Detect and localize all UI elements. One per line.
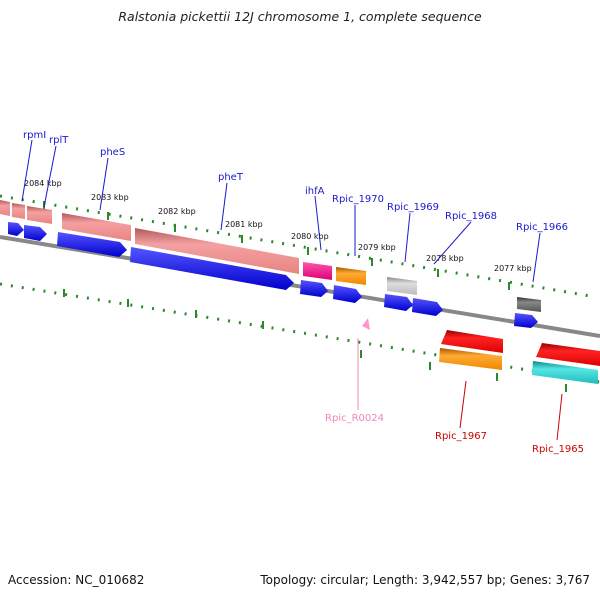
- scale-labels: 2084 kbp 2083 kbp 2082 kbp 2081 kbp 2080…: [24, 179, 532, 273]
- rplT-gene: [27, 206, 52, 224]
- cds-arrow: [24, 225, 47, 241]
- rrna-block: [0, 200, 10, 216]
- Rpic_1965-gene: [536, 343, 600, 366]
- cds-arrow: [333, 285, 362, 303]
- Rpic_1970-gene: [336, 267, 366, 285]
- pheS-gene: [62, 213, 131, 241]
- trna-marker: [362, 318, 370, 330]
- Rpic_1967-gene: [441, 330, 503, 353]
- map-title: Ralstonia pickettii 12J chromosome 1, co…: [118, 9, 482, 24]
- gene-label-pheS: pheS: [100, 147, 125, 158]
- major-ticks: [43, 201, 567, 392]
- scale-label: 2084 kbp: [24, 179, 62, 188]
- scale-label: 2080 kbp: [291, 232, 329, 241]
- rpmI-gene: [12, 203, 25, 219]
- gene-label-Rpic_1966: Rpic_1966: [516, 222, 568, 233]
- gene-label-Rpic_1970: Rpic_1970: [332, 194, 384, 205]
- gene-label-Rpic_1967: Rpic_1967: [435, 431, 487, 442]
- cds-arrow: [8, 222, 24, 236]
- cds-arrow: [57, 232, 127, 257]
- label-leaders: [21, 139, 541, 283]
- Rpic_1967-gene-b: [439, 348, 502, 370]
- gene-label-rpmI: rpmI: [23, 130, 46, 141]
- cds-arrow: [412, 298, 443, 316]
- forward-gene-labels: rpmI rplT pheS pheT ihfA Rpic_1970 Rpic_…: [23, 130, 568, 233]
- cds-arrow: [384, 294, 413, 311]
- forward-features: [0, 200, 541, 312]
- scale-label: 2081 kbp: [225, 220, 263, 229]
- gene-label-Rpic_1965: Rpic_1965: [532, 444, 584, 455]
- pheT-gene: [135, 228, 299, 274]
- cds-arrow: [514, 313, 538, 328]
- gene-label-rplT: rplT: [49, 135, 69, 146]
- Rpic_1969-gene: [387, 277, 417, 295]
- gene-label-Rpic_1969: Rpic_1969: [387, 202, 439, 213]
- reverse-label-leaders: [357, 338, 563, 441]
- scale-label: 2083 kbp: [91, 193, 129, 202]
- gene-label-ihfA: ihfA: [305, 186, 325, 197]
- accession-text: Accession: NC_010682: [8, 573, 145, 587]
- reverse-gene-labels: Rpic_R0024 Rpic_1967 Rpic_1965: [325, 413, 584, 455]
- scale-label: 2082 kbp: [158, 207, 196, 216]
- topology-text: Topology: circular; Length: 3,942,557 bp…: [260, 573, 590, 587]
- ihfA-gene: [303, 262, 332, 280]
- Rpic_1966-gene: [517, 297, 541, 312]
- gene-label-Rpic_1968: Rpic_1968: [445, 211, 497, 222]
- reverse-scale-track: [0, 282, 600, 384]
- scale-label: 2079 kbp: [358, 243, 396, 252]
- gene-label-pheT: pheT: [218, 172, 244, 183]
- gene-label-Rpic_R0024: Rpic_R0024: [325, 413, 384, 424]
- scale-label: 2077 kbp: [494, 264, 532, 273]
- scale-label: 2078 kbp: [426, 254, 464, 263]
- reverse-features: [362, 318, 600, 384]
- cds-arrow: [300, 280, 328, 297]
- Rpic_1965-gene-b: [532, 361, 598, 384]
- forward-cds-arrows: [8, 222, 538, 328]
- cds-arrow: [130, 247, 294, 290]
